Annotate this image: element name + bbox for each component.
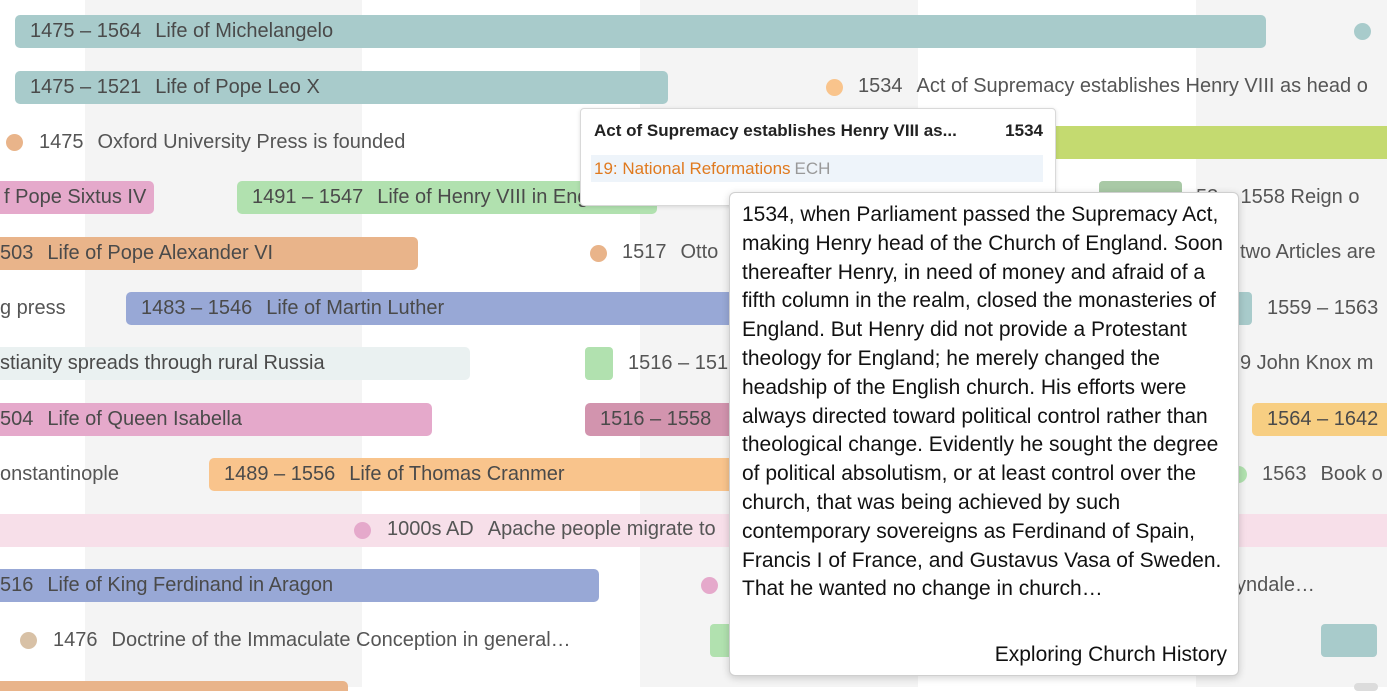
timeline-event-immaculate-conception[interactable]: 1476 Doctrine of the Immaculate Conceptio… xyxy=(53,624,571,656)
bar-years: 503 xyxy=(0,242,34,264)
timeline-bar-queen-isabella[interactable]: 504 Life of Queen Isabella xyxy=(0,403,432,436)
timeline-square-green[interactable] xyxy=(585,347,613,380)
timeline-bar-alexander-vi[interactable]: 503 Life of Pope Alexander VI xyxy=(0,237,418,270)
event-dot[interactable] xyxy=(354,522,371,539)
card-title: Act of Supremacy establishes Henry VIII … xyxy=(594,121,957,140)
bar-label: 1564 – 1642 xyxy=(1267,408,1379,430)
bar-label: f Pope Sixtus IV xyxy=(4,186,147,208)
timeline-bar-sixtus-iv[interactable]: f Pope Sixtus IV xyxy=(0,181,154,214)
timeline-label-tyndale[interactable]: yndale… xyxy=(1236,574,1315,596)
event-year: 1000s AD xyxy=(387,518,474,540)
bar-years: 1489 – 1556 xyxy=(224,463,336,485)
event-card[interactable]: Act of Supremacy establishes Henry VIII … xyxy=(580,108,1056,206)
timeline-label-printing-press[interactable]: g press xyxy=(0,297,66,319)
bar-years: 1475 – 1521 xyxy=(30,76,142,98)
timeline-bar-1564-1642[interactable]: 1564 – 1642 xyxy=(1252,403,1387,436)
bar-years: 1491 – 1547 xyxy=(252,186,364,208)
timeline-event-act-of-supremacy[interactable]: 1534 Act of Supremacy establishes Henry V… xyxy=(858,70,1368,102)
bar-label: Life of Pope Leo X xyxy=(155,76,320,98)
timeline-bar-leo-x[interactable]: 1475 – 1521 Life of Pope Leo X xyxy=(15,71,668,104)
event-label: Otto xyxy=(680,241,719,263)
bar-label: Life of Martin Luther xyxy=(266,297,445,319)
event-dot[interactable] xyxy=(826,79,843,96)
event-year: 1475 xyxy=(39,131,84,153)
card-tag-row: 19: National Reformations ECH xyxy=(591,155,1043,182)
event-dot[interactable] xyxy=(6,134,23,151)
event-dot[interactable] xyxy=(590,245,607,262)
timeline-bar-russia[interactable]: stianity spreads through rural Russia xyxy=(0,347,470,380)
timeline-bar-partial-orange[interactable] xyxy=(0,681,348,691)
event-dot[interactable] xyxy=(1354,23,1371,40)
timeline-bar-1516-1558[interactable]: 1516 – 1558 xyxy=(585,403,745,436)
timeline-event-oxford-press[interactable]: 1475 Oxford University Press is founded xyxy=(39,126,405,158)
timeline-bar-thomas-cranmer[interactable]: 1489 – 1556 Life of Thomas Cranmer xyxy=(209,458,749,491)
description-popup: 1534, when Parliament passed the Suprema… xyxy=(729,192,1239,676)
bar-label: Life of Michelangelo xyxy=(155,20,334,42)
popup-description: 1534, when Parliament passed the Suprema… xyxy=(742,203,1223,601)
timeline-bar-lime[interactable] xyxy=(1050,126,1387,159)
timeline-bar-king-ferdinand[interactable]: 516 Life of King Ferdinand in Aragon xyxy=(0,569,599,602)
timeline-event-apache[interactable]: 1000s AD Apache people migrate to xyxy=(387,513,716,545)
popup-source: Exploring Church History xyxy=(994,643,1227,666)
event-label: Apache people migrate to xyxy=(487,518,716,540)
bar-label: Life of Thomas Cranmer xyxy=(349,463,565,485)
timeline-event-1517[interactable]: 1517 Otto xyxy=(622,236,718,268)
timeline-event-book[interactable]: 1563 Book o xyxy=(1262,458,1383,490)
bar-years: 504 xyxy=(0,408,34,430)
event-dot[interactable] xyxy=(701,577,718,594)
event-year: 1517 xyxy=(622,241,667,263)
event-dot[interactable] xyxy=(20,632,37,649)
timeline-label-articles[interactable]: two Articles are xyxy=(1240,241,1376,263)
card-source-abbr: ECH xyxy=(794,159,831,178)
bar-label: Life of Henry VIII in Eng xyxy=(377,186,589,208)
bar-years: 1475 – 1564 xyxy=(30,20,142,42)
timeline-square-teal[interactable] xyxy=(1321,624,1377,657)
timeline-bar-martin-luther[interactable]: 1483 – 1546 Life of Martin Luther xyxy=(126,292,746,325)
event-year: 1476 xyxy=(53,629,98,651)
bar-label: stianity spreads through rural Russia xyxy=(0,352,325,374)
bar-label: Life of Queen Isabella xyxy=(47,408,242,430)
card-tag-link[interactable]: 19: National Reformations xyxy=(594,159,791,178)
bar-label: 1516 – 1558 xyxy=(600,408,712,430)
bar-years: 516 xyxy=(0,574,34,596)
timeline-label-1559[interactable]: 1559 – 1563 xyxy=(1267,297,1379,319)
event-label: Doctrine of the Immaculate Conception in… xyxy=(111,629,571,651)
event-year: 1534 xyxy=(858,75,903,97)
event-label: Oxford University Press is founded xyxy=(97,131,406,153)
bar-years: 1483 – 1546 xyxy=(141,297,253,319)
timeline-bar-michelangelo[interactable]: 1475 – 1564 Life of Michelangelo xyxy=(15,15,1266,48)
timeline-square-gray[interactable] xyxy=(1354,683,1378,691)
event-year: 1563 xyxy=(1262,463,1307,485)
timeline-label-constantinople[interactable]: onstantinople xyxy=(0,463,119,485)
bar-label: Life of King Ferdinand in Aragon xyxy=(47,574,334,596)
event-label: Act of Supremacy establishes Henry VIII … xyxy=(916,75,1368,97)
bar-label: Life of Pope Alexander VI xyxy=(47,242,274,264)
event-label: Book o xyxy=(1320,463,1383,485)
timeline-label-john-knox[interactable]: 9 John Knox m xyxy=(1240,352,1374,374)
timeline-label-1516[interactable]: 1516 – 151 xyxy=(628,352,729,374)
card-year: 1534 xyxy=(1005,121,1043,140)
